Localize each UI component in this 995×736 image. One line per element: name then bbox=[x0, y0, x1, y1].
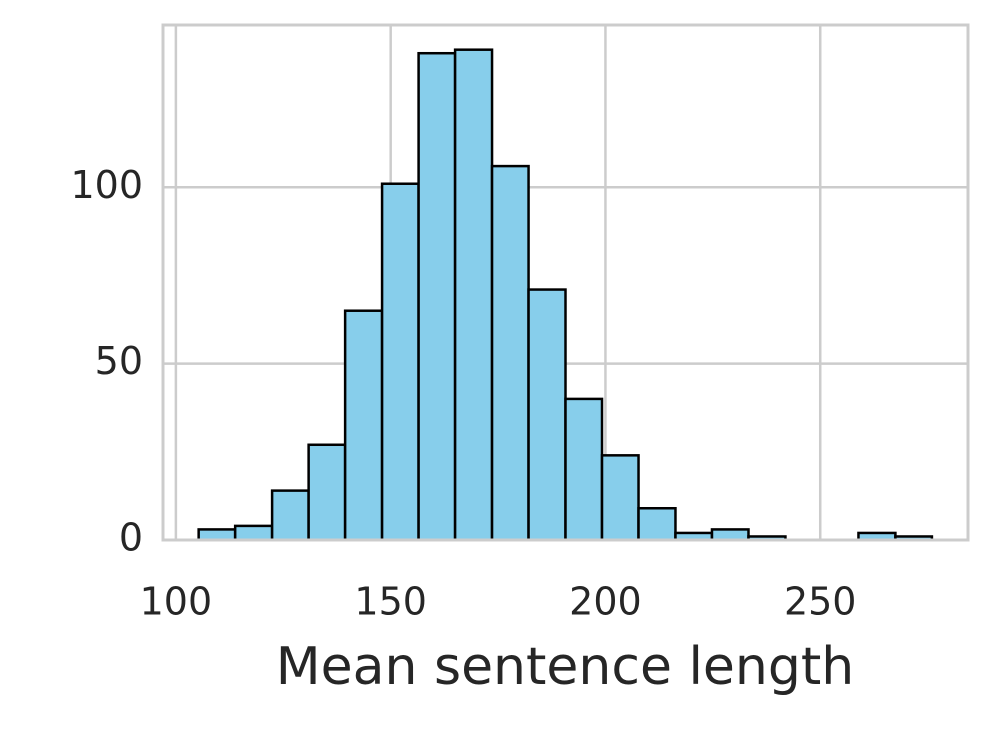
x-tick-label: 250 bbox=[784, 580, 857, 624]
bar bbox=[197, 528, 237, 542]
y-tick-label: 50 bbox=[95, 339, 143, 383]
bar bbox=[564, 397, 604, 542]
bar bbox=[233, 524, 274, 542]
plot-frame bbox=[161, 23, 970, 542]
bar bbox=[380, 182, 420, 542]
y-tick-label: 100 bbox=[70, 163, 143, 207]
y-tick-label: 0 bbox=[119, 516, 143, 560]
x-tick-label: 200 bbox=[569, 580, 642, 624]
bar bbox=[600, 454, 640, 542]
bar bbox=[490, 164, 530, 542]
bar bbox=[527, 288, 567, 542]
bar bbox=[307, 443, 347, 542]
bar bbox=[453, 48, 494, 542]
x-tick-label: 100 bbox=[140, 580, 213, 624]
bar bbox=[637, 507, 677, 542]
bar bbox=[417, 51, 457, 542]
x-tick-label: 150 bbox=[354, 580, 427, 624]
bar bbox=[710, 528, 750, 542]
x-axis-label: Mean sentence length bbox=[276, 637, 854, 697]
bar bbox=[343, 309, 384, 542]
bar bbox=[270, 489, 310, 542]
